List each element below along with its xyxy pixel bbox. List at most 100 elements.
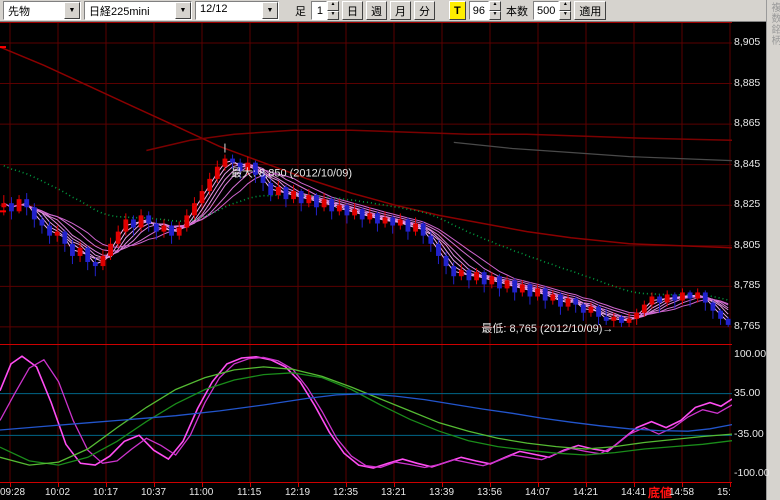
candle-body	[626, 318, 632, 323]
time-tick	[490, 483, 491, 487]
chevron-down-icon[interactable]: ▼	[262, 2, 278, 19]
candle-body	[275, 186, 281, 196]
minute-button[interactable]: 分	[414, 1, 435, 20]
t-toggle-button[interactable]: T	[449, 1, 466, 20]
candle-body	[512, 280, 518, 293]
candle-body	[62, 231, 68, 244]
candle-body	[245, 162, 251, 171]
candle-body	[702, 292, 708, 303]
candle-body	[336, 205, 342, 212]
candle-body	[100, 255, 106, 267]
long-ma-steep	[0, 46, 732, 249]
candle-body	[199, 191, 205, 204]
time-axis-label: 11:15	[237, 487, 262, 498]
candle-body	[481, 272, 487, 285]
candle-body	[680, 292, 685, 301]
candle-body	[39, 219, 45, 226]
osc-axis: 100.00 35.00 -35.00 -100.00	[732, 344, 770, 483]
time-axis-label: 14:21	[573, 487, 599, 498]
spinner-arrows-icon[interactable]: ▲ ▼	[488, 1, 501, 20]
candle-body	[214, 166, 220, 179]
week-button[interactable]: 週	[366, 1, 387, 20]
osc-axis-label: 35.00	[734, 386, 761, 399]
multi-symbol-strip: 複数銘柄	[766, 0, 780, 500]
candle-body	[649, 296, 655, 305]
rci-long	[0, 393, 732, 432]
time-tick	[394, 483, 395, 487]
candle-body	[123, 219, 129, 232]
time-tick	[10, 483, 11, 487]
candle-body	[436, 243, 441, 256]
candle-body	[458, 270, 464, 277]
ashi-label: 足	[295, 5, 306, 18]
time-axis-label: 12:35	[333, 487, 359, 498]
candle-body	[710, 302, 716, 311]
candle-body	[443, 255, 449, 267]
apply-button[interactable]: 適用	[574, 1, 607, 20]
time-tick	[538, 483, 539, 487]
time-tick	[586, 483, 587, 487]
period-spinner[interactable]: 96 ▲ ▼	[468, 1, 501, 20]
day-button[interactable]: 日	[342, 1, 363, 20]
osc-axis-label: -35.00	[734, 428, 764, 441]
candle-body	[725, 318, 731, 325]
chevron-down-icon[interactable]: ▼	[175, 2, 191, 19]
price-axis-label: 8,905	[734, 36, 761, 48]
time-tick	[154, 483, 155, 487]
symbol-value: 日経225mini	[89, 6, 150, 18]
instrument-value: 先物	[8, 6, 30, 18]
candle-body	[47, 225, 52, 236]
candle-body	[9, 203, 14, 212]
candle-body	[634, 312, 640, 319]
candle-body	[306, 195, 312, 204]
candle-body	[390, 217, 396, 226]
time-axis: 底値 09:28 10:02 10:17 10:37 11:00 11:15 12:19 12…	[0, 483, 766, 500]
osc-axis-label: 100.00	[734, 348, 767, 360]
candle-body	[230, 158, 235, 163]
interval-value: 1	[311, 1, 327, 20]
chart-annotation: 最大: 8,850 (2012/10/09)	[231, 166, 352, 180]
candle-body	[314, 195, 319, 208]
time-tick	[730, 483, 731, 487]
candle-body	[672, 294, 678, 301]
price-marker	[0, 210, 6, 213]
candle-body	[329, 199, 335, 212]
candle-body	[70, 243, 75, 256]
spinner-arrows-icon[interactable]: ▲ ▼	[327, 1, 339, 20]
spinner-arrows-icon[interactable]: ▲ ▼	[559, 1, 572, 20]
rci-short-2	[0, 356, 732, 469]
candle-body	[352, 209, 357, 216]
candle-body	[558, 294, 563, 307]
month-button[interactable]: 月	[390, 1, 411, 20]
rci-mid	[0, 372, 732, 466]
chart-annotation: 最低: 8,765 (2012/10/09)→	[481, 322, 613, 335]
price-axis-label: 8,865	[734, 117, 761, 130]
time-axis-label: 09:28	[0, 487, 26, 498]
candle-body	[138, 215, 144, 228]
bars-spinner[interactable]: 500 ▲ ▼	[532, 1, 572, 20]
candle-body	[397, 219, 403, 226]
long-ma-flat	[146, 129, 732, 152]
symbol-select[interactable]: 日経225mini ▼	[84, 1, 192, 20]
time-axis-label: 10:02	[45, 487, 71, 498]
rci-mid-2	[0, 366, 732, 466]
instrument-select[interactable]: 先物 ▼	[3, 1, 81, 20]
candle-body	[420, 223, 426, 236]
price-axis-label: 8,805	[734, 238, 761, 251]
candle-body	[1, 203, 7, 208]
candle-body	[695, 292, 701, 299]
candle-body	[268, 182, 274, 196]
interval-spinner[interactable]: 1 ▲ ▼	[311, 1, 339, 20]
osc-plot	[0, 344, 732, 483]
candle-body	[474, 272, 479, 281]
ma-ribbon	[3, 160, 729, 323]
candle-body	[359, 209, 365, 220]
candle-body	[504, 280, 510, 289]
time-axis-label: 11:00	[189, 487, 214, 498]
contract-select[interactable]: 12/12 ▼	[195, 1, 279, 20]
ma-ribbon	[3, 163, 729, 321]
candle-body	[260, 174, 266, 183]
long-ma-dark	[453, 141, 732, 162]
candle-body	[619, 316, 624, 323]
chevron-down-icon[interactable]: ▼	[64, 2, 80, 19]
